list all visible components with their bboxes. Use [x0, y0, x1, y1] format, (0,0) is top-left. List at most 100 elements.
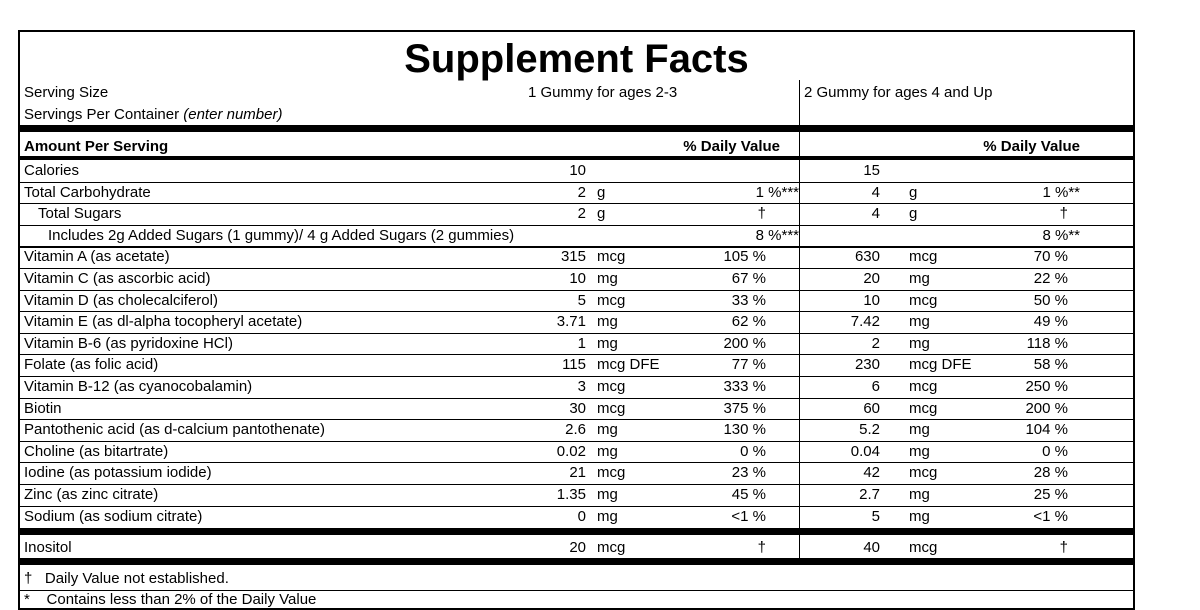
nutrient-amount-col1: 10	[569, 162, 586, 179]
row-divider	[20, 332, 1133, 334]
nutrient-dv-col2: 250 %	[1025, 378, 1068, 395]
row-divider	[20, 181, 1133, 183]
other-unit-col2: mcg	[909, 539, 938, 556]
nutrient-amount-col2: 60	[863, 399, 880, 417]
footnote-dagger-mark: †	[24, 570, 33, 587]
nutrient-unit-col1: mg	[597, 442, 618, 460]
row-divider	[20, 354, 1133, 356]
nutrient-dv-col2: 25 %	[1033, 486, 1068, 503]
nutrient-amount-col1: 10	[569, 270, 586, 287]
footnote-dagger-text: Daily Value not established.	[44, 570, 229, 587]
nutrient-unit-col2: mcg	[909, 291, 938, 309]
other-amount-col1: 20	[569, 539, 586, 556]
other-dv-col1: †	[757, 539, 766, 556]
other-unit-col1: mcg	[597, 539, 626, 556]
nutrient-unit-col2: mg	[909, 334, 930, 352]
nutrient-unit-col1: mcg	[597, 248, 626, 266]
servings-label: Servings Per Container	[24, 106, 180, 123]
nutrient-name: Vitamin B-12 (as cyanocobalamin)	[24, 378, 253, 395]
nutrient-dv-col1: 67 %	[731, 270, 766, 287]
nutrient-amount-col2: 630	[854, 248, 880, 266]
nutrient-unit-col1: mcg	[597, 291, 626, 309]
row-divider	[20, 440, 1133, 442]
nutrient-name: Total Sugars	[38, 205, 122, 223]
nutrient-dv-col1: 23 %	[731, 464, 766, 482]
nutrient-unit-col1: mcg	[597, 378, 626, 395]
nutrient-name: Choline (as bitartrate)	[24, 442, 169, 460]
nutrient-dv-col1: 77 %	[731, 356, 766, 374]
nutrient-amount-col2: 5.2	[859, 421, 880, 439]
nutrient-dv-col1: 333 %	[723, 378, 766, 395]
nutrient-amount-col1: 315	[560, 248, 586, 266]
dv-header-col1: % Daily Value	[683, 138, 780, 155]
nutrient-name: Vitamin A (as acetate)	[24, 248, 170, 266]
other-amount-col2: 40	[863, 539, 880, 556]
nutrient-dv-col2: 58 %	[1033, 356, 1068, 374]
nutrient-dv-col1: 62 %	[731, 313, 766, 331]
nutrient-amount-col1: 1	[577, 334, 586, 352]
nutrient-dv-col2: 50 %	[1033, 291, 1068, 309]
row-divider	[20, 419, 1133, 421]
nutrient-name: Total Carbohydrate	[24, 183, 151, 201]
nutrient-unit-col1: mg	[597, 334, 618, 352]
nutrient-amount-col1: 1.35	[556, 486, 586, 503]
nutrient-unit-col2: mcg	[909, 378, 938, 395]
row-divider	[20, 246, 1133, 249]
nutrient-amount-col2: 42	[863, 464, 880, 482]
nutrient-amount-col1: 0.02	[556, 442, 586, 460]
nutrient-amount-col1: 21	[569, 464, 586, 482]
nutrient-unit-col2: mg	[909, 442, 930, 460]
nutrient-unit-col2: mcg	[909, 464, 938, 482]
nutrient-name: Vitamin D (as cholecalciferol)	[24, 291, 218, 309]
nutrient-unit-col1: g	[597, 183, 606, 201]
nutrient-name: Folate (as folic acid)	[24, 356, 159, 374]
footnote-divider	[20, 590, 1133, 591]
nutrient-amount-col2: 2.7	[859, 486, 880, 503]
nutrient-unit-col2: g	[909, 205, 918, 223]
nutrient-dv-col1: 1 %***	[755, 183, 799, 201]
row-divider	[20, 311, 1133, 313]
nutrient-name: Vitamin C (as ascorbic acid)	[24, 270, 211, 287]
nutrient-dv-col1: 8 %***	[755, 226, 799, 244]
nutrient-dv-col2: 200 %	[1025, 399, 1068, 417]
nutrient-name: Vitamin E (as dl-alpha tocopheryl acetat…	[24, 313, 303, 331]
nutrient-dv-col1: 45 %	[731, 486, 766, 503]
nutrient-unit-col2: g	[909, 183, 918, 201]
nutrient-amount-col2: 7.42	[850, 313, 880, 331]
serving-col1-label: 1 Gummy for ages 2-3	[528, 84, 678, 101]
nutrient-dv-col2: 28 %	[1033, 464, 1068, 482]
panel-title: Supplement Facts	[404, 37, 749, 81]
nutrient-dv-col2: 22 %	[1033, 270, 1068, 287]
nutrient-dv-col2: 49 %	[1033, 313, 1068, 331]
nutrient-unit-col1: mg	[597, 313, 618, 331]
nutrient-dv-col2: 1 %**	[1042, 183, 1080, 201]
nutrient-dv-col1: 130 %	[723, 421, 766, 439]
nutrient-dv-col1: 33 %	[731, 291, 766, 309]
nutrient-dv-col2: 0 %	[1042, 442, 1068, 460]
nutrient-unit-col1: mg	[597, 507, 618, 525]
nutrient-amount-col1: 30	[569, 399, 586, 417]
nutrient-amount-col2: 10	[863, 291, 880, 309]
nutrient-amount-col2: 0.04	[850, 442, 880, 460]
nutrient-dv-col2: <1 %	[1033, 507, 1068, 525]
nutrient-unit-col1: g	[597, 205, 606, 223]
medium-rule	[20, 156, 1133, 160]
serving-col2-label: 2 Gummy for ages 4 and Up	[804, 84, 993, 101]
nutrient-unit-col2: mg	[909, 421, 930, 439]
nutrient-unit-col1: mg	[597, 421, 618, 439]
nutrient-amount-col1: 5	[577, 291, 586, 309]
nutrient-dv-col2: †	[1059, 205, 1068, 223]
amount-per-serving-label: Amount Per Serving	[24, 138, 169, 155]
nutrient-unit-col1: mg	[597, 486, 618, 503]
row-divider	[20, 289, 1133, 291]
nutrient-dv-col2: 104 %	[1025, 421, 1068, 439]
nutrient-amount-col1: 3	[577, 378, 586, 395]
row-divider	[20, 268, 1133, 269]
thick-rule-bottom	[20, 558, 1133, 565]
nutrient-amount-col2: 20	[863, 270, 880, 287]
servings-note: (enter number)	[183, 106, 283, 123]
row-divider	[20, 203, 1133, 205]
nutrient-unit-col2: mg	[909, 270, 930, 287]
nutrient-amount-col2: 4	[871, 183, 880, 201]
footnote-star: * Contains less than 2% of the Daily Val…	[24, 591, 316, 608]
